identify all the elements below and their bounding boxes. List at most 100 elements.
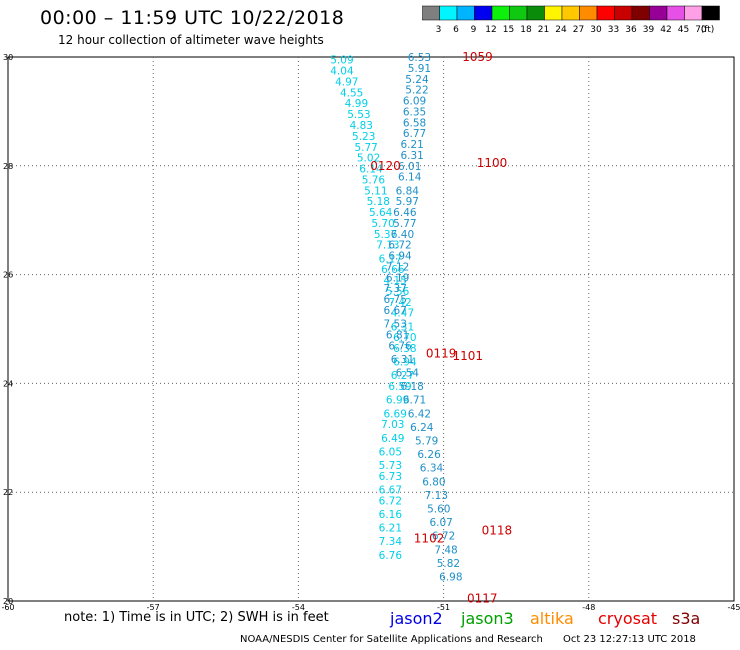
x-tick-label: -51 [437, 603, 450, 612]
pass-time-label: 1059 [462, 50, 493, 64]
wave-height-point: 6.98 [439, 572, 462, 584]
wave-height-point: 6.59 [388, 381, 411, 393]
scale-swatch [701, 5, 720, 21]
wave-height-point: 5.82 [437, 558, 460, 570]
legend-cryosat: cryosat [598, 609, 658, 628]
wave-height-point: 5.37 [374, 229, 397, 241]
scale-label: 30 [590, 25, 602, 35]
wave-height-point: 5.23 [352, 131, 375, 143]
wave-height-point: 5.97 [396, 196, 419, 208]
wave-height-point: 7.13 [425, 490, 448, 502]
wave-height-point: 4.55 [340, 87, 363, 99]
scale-label: 42 [660, 25, 671, 35]
scale-label: 15 [503, 25, 514, 35]
wave-height-point: 5.70 [371, 218, 394, 230]
wave-height-point: 5.77 [393, 218, 416, 230]
wave-height-point: 7.12 [386, 261, 409, 273]
wave-height-point: 6.81 [386, 329, 409, 341]
pass-time-label: 0118 [482, 523, 513, 537]
scale-label: 3 [436, 25, 442, 35]
wave-height-point: 4.04 [330, 66, 354, 78]
scale-label: 27 [573, 25, 584, 35]
scale-label: 39 [643, 25, 655, 35]
wave-height-point: 6.14 [359, 164, 383, 176]
wave-height-point: 6.71 [403, 395, 426, 407]
wave-height-point: 5.64 [369, 207, 393, 219]
wave-height-point: 6.16 [379, 509, 403, 521]
wave-height-point: 6.99 [386, 395, 409, 407]
wave-height-point: 6.53 [408, 52, 431, 64]
wave-height-point: 6.54 [396, 368, 420, 380]
scale-label: 12 [485, 25, 496, 35]
wave-height-point: 6.67 [379, 484, 402, 496]
wave-height-point: 6.09 [403, 96, 426, 108]
wave-height-point: 6.31 [391, 321, 414, 333]
pass-time-label: 0120 [370, 159, 401, 173]
wave-height-point: 6.94 [393, 357, 417, 369]
wave-height-point: 6.73 [379, 471, 402, 483]
page-title: 00:00 – 11:59 UTC 10/22/2018 [40, 7, 345, 29]
plot-frame [7, 56, 735, 602]
wave-height-point: 5.02 [357, 153, 380, 165]
wave-height-point: 7.37 [384, 283, 407, 295]
wave-height-point: 6.07 [429, 517, 452, 529]
wave-height-point: 6.80 [422, 476, 445, 488]
wave-height-point: 5.11 [364, 185, 387, 197]
wave-height-point: 7.03 [381, 419, 404, 431]
wave-height-point: 6.18 [400, 381, 423, 393]
scale-label: 24 [555, 25, 567, 35]
scale-label: 18 [520, 25, 532, 35]
pass-time-label: 1102 [414, 531, 445, 545]
color-scale-legend: 3 6 9 12 15 18 21 24 27 30 33 36 39 42 45 70(ft) [422, 5, 720, 35]
scale-label: 33 [608, 25, 619, 35]
wave-height-point: 4.47 [391, 308, 414, 320]
wave-height-point: 5.56 [386, 286, 410, 298]
scale-unit: (ft) [701, 25, 715, 35]
scale-label: 21 [538, 25, 549, 35]
wave-height-point: 6.40 [391, 229, 414, 241]
scale-label: 9 [471, 25, 477, 35]
wave-height-point: 4.83 [350, 120, 373, 132]
y-tick-label: 20 [3, 597, 13, 606]
wave-height-point: 6.77 [403, 128, 426, 140]
wave-height-point: 6.42 [408, 408, 431, 420]
wave-height-point: 6.01 [398, 161, 421, 173]
wave-height-point: 6.38 [393, 343, 416, 355]
legend-altika: altika [530, 609, 574, 628]
wave-height-point: 6.34 [420, 463, 444, 475]
scale-label: 36 [625, 25, 637, 35]
wave-height-point: 7.34 [379, 536, 403, 548]
wave-height-point: 5.18 [367, 196, 390, 208]
wave-height-point: 7.42 [388, 297, 411, 309]
y-tick-label: 24 [3, 379, 13, 388]
wave-height-point: 6.35 [403, 106, 426, 118]
wave-height-point: 6.49 [381, 433, 404, 445]
wave-height-point: 5.24 [405, 74, 429, 86]
wave-height-point: 6.72 [432, 531, 455, 543]
y-tick-label: 26 [3, 271, 13, 280]
y-tick-label: 22 [3, 488, 13, 497]
wave-height-point: 7.13 [376, 240, 399, 252]
pass-time-label: 0117 [467, 591, 498, 605]
pass-time-label: 0119 [426, 346, 457, 360]
wave-height-point: 5.73 [379, 460, 402, 472]
wave-height-point: 5.76 [362, 174, 386, 186]
wave-height-point: 6.76 [379, 550, 403, 562]
wave-height-point: 6.31 [400, 150, 423, 162]
wave-height-point: 6.24 [410, 422, 434, 434]
wave-height-point: 6.94 [388, 251, 412, 263]
wave-height-point: 6.58 [403, 117, 426, 129]
pass-time-label: 1100 [477, 156, 508, 170]
footer-credit: NOAA/NESDIS Center for Satellite Applica… [240, 634, 543, 645]
wave-height-point: 7.53 [384, 319, 407, 331]
legend-s3a: s3a [672, 609, 701, 628]
wave-height-point: 5.53 [347, 109, 370, 121]
wave-height-point: 6.19 [386, 272, 409, 284]
x-tick-label: -57 [147, 603, 160, 612]
legend-jason3: jason3 [461, 609, 514, 628]
scale-label: 70 [695, 25, 707, 35]
wave-height-point: 6.26 [417, 449, 441, 461]
wave-height-point: 6.72 [388, 240, 411, 252]
wave-height-point: 5.91 [408, 63, 431, 75]
